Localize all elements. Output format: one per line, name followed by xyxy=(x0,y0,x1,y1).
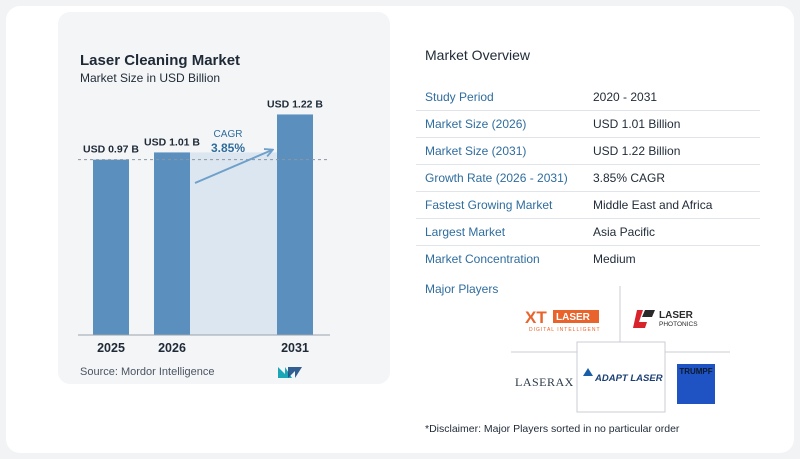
overview-key: Study Period xyxy=(425,90,494,104)
overview-key: Fastest Growing Market xyxy=(425,198,553,212)
overview-row: Market Size (2026) USD 1.01 Billion xyxy=(416,110,760,137)
overview-row: Market Size (2031) USD 1.22 Billion xyxy=(416,137,760,164)
laser-photonics-top: LASER xyxy=(659,310,694,321)
overview-key: Market Concentration xyxy=(425,252,540,266)
bar-2025 xyxy=(93,159,129,335)
xt-laser-bar xyxy=(553,310,599,323)
overview-row: Fastest Growing Market Middle East and A… xyxy=(416,191,760,218)
cagr-arrow xyxy=(194,150,272,184)
major-players-title: Major Players xyxy=(425,282,499,296)
laser-photonics-icon xyxy=(633,310,647,328)
bar-chart: USD 0.97 B 2025 USD 1.01 B 2026 USD 1.22 B 20… xyxy=(78,98,330,355)
overview-value: Asia Pacific xyxy=(593,225,656,239)
data-label-2031: USD 1.22 B xyxy=(267,98,323,110)
logo-box-adapt xyxy=(576,341,666,413)
laser-photonics-icon-b xyxy=(642,310,655,317)
xt-laser-mark: XT xyxy=(525,308,547,327)
disclaimer: *Disclaimer: Major Players sorted in no … xyxy=(425,423,680,435)
overview-value: Medium xyxy=(593,252,636,266)
laser-photonics-logo: LASER PHOTONICS xyxy=(633,310,698,328)
source-text: Source: Mordor Intelligence xyxy=(80,366,215,378)
adapt-laser-logo: ADAPT LASER xyxy=(583,368,663,384)
major-players-logos: XT LASER DIGITAL INTELLIGENT LASER PHOTO… xyxy=(511,286,730,413)
data-label-2025: USD 0.97 B xyxy=(83,144,139,156)
laser-photonics-bottom: PHOTONICS xyxy=(659,321,698,328)
bar-2026 xyxy=(154,152,190,335)
overview-title: Market Overview xyxy=(425,47,531,63)
trumpf-block xyxy=(677,364,715,404)
data-label-2026: USD 1.01 B xyxy=(144,136,200,148)
xt-laser-tagline: DIGITAL INTELLIGENT xyxy=(529,327,601,333)
xt-laser-logo: XT LASER DIGITAL INTELLIGENT xyxy=(525,308,601,333)
overview-row: Market Concentration Medium xyxy=(416,245,760,272)
overview-value: 3.85% CAGR xyxy=(593,171,666,185)
x-tick-2025: 2025 xyxy=(97,341,125,355)
cagr-label: CAGR xyxy=(214,129,243,140)
xt-laser-word: LASER xyxy=(556,312,591,323)
overview-key: Growth Rate (2026 - 2031) xyxy=(425,171,568,185)
overview-value: USD 1.22 Billion xyxy=(593,144,681,158)
adapt-laser-icon xyxy=(583,368,593,376)
adapt-laser-word: ADAPT LASER xyxy=(594,373,663,384)
growth-area xyxy=(190,152,277,335)
cagr-value: 3.85% xyxy=(211,141,245,155)
overview-row: Growth Rate (2026 - 2031) 3.85% CAGR xyxy=(416,164,760,191)
overview-table: Study Period 2020 - 2031 Market Size (20… xyxy=(416,84,760,272)
chart-title: Laser Cleaning Market xyxy=(80,52,241,69)
mordor-intelligence-logo-icon xyxy=(278,367,302,378)
overview-value: 2020 - 2031 xyxy=(593,90,658,104)
x-tick-2026: 2026 xyxy=(158,341,186,355)
overview-value: Middle East and Africa xyxy=(593,198,713,212)
trumpf-word: TRUMPF xyxy=(679,367,712,376)
overview-row: Study Period 2020 - 2031 xyxy=(416,84,760,110)
overview-key: Market Size (2026) xyxy=(425,117,527,131)
overview-value: USD 1.01 Billion xyxy=(593,117,681,131)
laserax-logo: LASERAX xyxy=(515,375,574,389)
chart-subtitle: Market Size in USD Billion xyxy=(80,71,221,85)
bar-2031 xyxy=(277,114,313,335)
x-tick-2031: 2031 xyxy=(281,341,309,355)
trumpf-logo: TRUMPF xyxy=(677,364,715,404)
overview-key: Largest Market xyxy=(425,225,506,239)
overview-key: Market Size (2031) xyxy=(425,144,527,158)
overview-row: Largest Market Asia Pacific xyxy=(416,218,760,245)
